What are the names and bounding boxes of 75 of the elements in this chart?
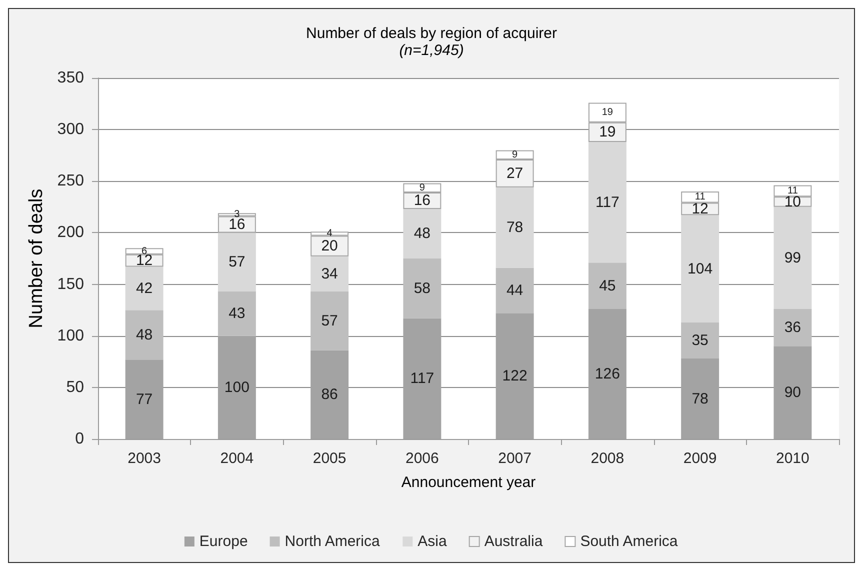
data-label: 78 — [692, 390, 708, 408]
x-tick-label: 2008 — [590, 450, 624, 467]
data-label: 20 — [321, 238, 338, 255]
data-label: 4 — [326, 228, 333, 240]
x-tick-label: 2005 — [312, 450, 346, 467]
data-label: 45 — [599, 277, 616, 294]
data-label: 77 — [136, 390, 153, 408]
bar — [681, 322, 720, 359]
y-tick-label: 200 — [57, 224, 84, 242]
data-label: 36 — [784, 319, 802, 336]
data-label: 100 — [224, 378, 250, 396]
y-tick-label: 150 — [57, 276, 84, 293]
data-label: 99 — [784, 249, 802, 266]
legend-label: Asia — [418, 533, 448, 550]
bar — [588, 262, 626, 310]
data-label: 104 — [688, 260, 713, 278]
y-tick-label: 250 — [57, 172, 84, 190]
data-label: 57 — [228, 254, 246, 271]
x-tick-label: 2006 — [406, 450, 439, 467]
chart-subtitle: (n=1,945) — [399, 42, 464, 59]
data-label: 57 — [321, 312, 338, 330]
data-label: 12 — [692, 200, 708, 218]
bar — [310, 256, 349, 292]
bar — [310, 292, 349, 350]
legend-label: North America — [284, 533, 380, 550]
data-label: 86 — [321, 386, 338, 404]
data-label: 48 — [136, 326, 153, 344]
bar — [774, 206, 812, 310]
data-label: 19 — [599, 124, 616, 141]
bar — [496, 187, 534, 268]
data-label: 90 — [784, 384, 802, 402]
x-tick-label: 2004 — [220, 450, 254, 467]
legend-label: Europe — [199, 533, 248, 550]
x-tick-label: 2010 — [776, 450, 810, 467]
y-tick-label: 50 — [66, 378, 84, 396]
y-axis-title: Number of deals — [26, 188, 47, 328]
data-label: 16 — [414, 192, 431, 210]
y-tick-label: 0 — [75, 430, 84, 448]
chart-title: Number of deals by region of acquirer — [306, 25, 557, 42]
data-label: 126 — [594, 366, 620, 383]
y-tick-label: 300 — [57, 121, 84, 138]
bar — [403, 208, 442, 258]
data-label: 35 — [692, 332, 708, 349]
legend-label: South America — [580, 533, 678, 550]
data-label: 9 — [419, 182, 426, 194]
data-label: 43 — [228, 305, 246, 322]
x-tick-label: 2003 — [128, 450, 161, 467]
bar — [588, 142, 626, 263]
data-label: 58 — [414, 280, 431, 297]
bar — [496, 268, 534, 314]
data-label: 117 — [595, 194, 620, 211]
data-label: 19 — [602, 107, 614, 118]
bar — [125, 266, 164, 310]
x-axis-title: Announcement year — [401, 474, 536, 491]
data-label: 27 — [506, 164, 524, 182]
bar — [125, 310, 164, 360]
data-label: 9 — [512, 149, 518, 160]
data-label: 78 — [506, 219, 524, 236]
data-label: 42 — [136, 280, 153, 297]
data-label: 48 — [414, 225, 431, 242]
bar — [403, 258, 442, 318]
data-label: 122 — [502, 368, 528, 385]
x-tick-label: 2009 — [683, 450, 717, 467]
bar — [774, 309, 812, 346]
data-label: 34 — [321, 265, 338, 282]
data-label: 117 — [410, 370, 434, 388]
data-label: 44 — [506, 282, 524, 299]
bar — [681, 215, 720, 322]
data-label: 11 — [694, 192, 706, 203]
bar — [218, 232, 256, 292]
bar — [218, 292, 256, 336]
x-tick-label: 2007 — [498, 450, 532, 467]
y-tick-label: 350 — [57, 70, 84, 86]
legend-label: Australia — [484, 533, 544, 550]
y-tick-label: 100 — [57, 327, 84, 344]
